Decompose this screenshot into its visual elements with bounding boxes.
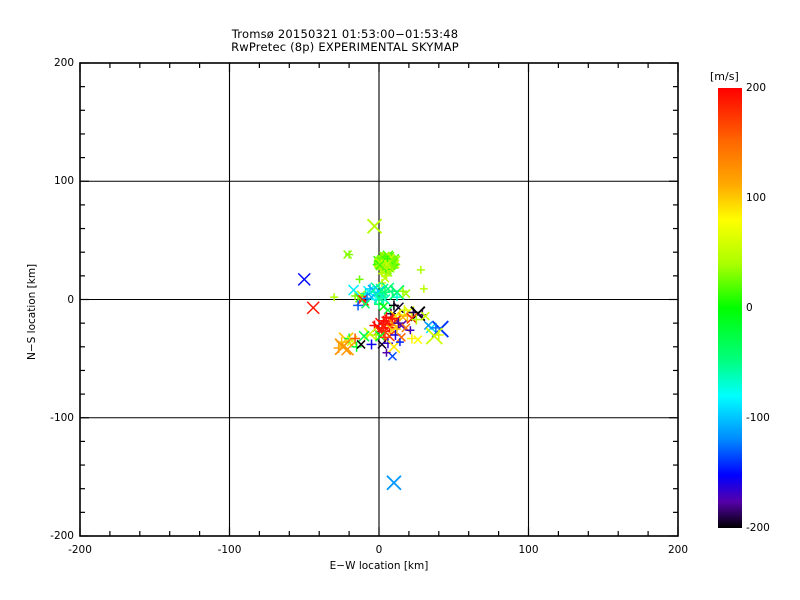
colorbar-tick-label: -100 [746, 412, 770, 424]
colorbar-label: [m/s] [710, 70, 739, 83]
scatter-point [353, 300, 364, 311]
scatter-point [361, 299, 371, 309]
scatter-point [425, 327, 443, 345]
scatter-point [433, 329, 444, 340]
scatter-point [355, 275, 364, 284]
x-tick-label: 100 [518, 544, 539, 556]
chart-title-line1: Tromsø 20150321 01:53:00−01:53:48 [231, 27, 459, 41]
colorbar-tick-label: 0 [746, 302, 753, 314]
x-axis-label: E−W location [km] [329, 560, 429, 572]
scatter-point [333, 342, 344, 353]
scatter-point [392, 325, 401, 334]
scatter-point [406, 333, 417, 344]
y-tick-label: 0 [67, 293, 74, 306]
x-tick-label: 0 [375, 544, 383, 556]
data-points [297, 218, 449, 491]
scatter-point [358, 330, 370, 342]
scatter-point [406, 326, 415, 335]
scatter-point [350, 333, 361, 344]
scatter-point [356, 339, 366, 349]
scatter-point [306, 301, 320, 315]
colorbar-tick-label: -200 [746, 522, 770, 534]
plot-frame [79, 62, 679, 537]
scatter-point [386, 475, 402, 491]
scatter-point [334, 338, 352, 356]
y-tick-label: 100 [53, 175, 74, 188]
scatter-point [401, 289, 411, 299]
scatter-point [420, 311, 430, 321]
scatter-point [377, 339, 387, 349]
scatter-point [366, 218, 383, 234]
scatter-point [402, 311, 413, 322]
y-tick-label: -200 [50, 530, 74, 542]
scatter-point [382, 348, 391, 357]
scatter-point [379, 293, 391, 306]
scatter-point [341, 342, 355, 356]
scatter-point [381, 253, 388, 260]
scatter-point [395, 338, 404, 347]
scatter-point [345, 250, 354, 259]
scatter-point [396, 332, 406, 342]
scatter-point [374, 299, 384, 310]
y-tick-label: -100 [50, 411, 74, 424]
scatter-point [419, 284, 428, 293]
scatter-point [383, 330, 395, 342]
chart-title-line2: RwPretec (8p) EXPERIMENTAL SKYMAP [231, 40, 459, 54]
gridlines [80, 63, 678, 536]
x-tick-label: -100 [217, 544, 242, 556]
scatter-point [423, 320, 433, 331]
scatter-point [392, 302, 404, 314]
scatter-point [378, 326, 389, 337]
scatter-point [374, 330, 387, 342]
colorbar-tick-label: 100 [746, 192, 767, 204]
scatter-point [383, 259, 392, 268]
scatter-point [348, 284, 360, 296]
scatter-point [406, 312, 418, 324]
scatter-point [384, 255, 391, 262]
scatter-point [374, 260, 385, 270]
y-axis-label: N−S location [km] [26, 263, 38, 360]
scatter-point [297, 272, 311, 286]
scatter-point [387, 351, 397, 361]
scatter-point [413, 335, 423, 345]
scatter-point [351, 341, 362, 352]
x-tick-label: 200 [667, 544, 689, 556]
colorbar [718, 88, 742, 528]
scatter-point [416, 265, 425, 274]
scatter-point [392, 293, 401, 302]
colorbar-tick-label: 200 [746, 82, 767, 94]
scatter-point [388, 300, 399, 311]
scatter-point [430, 322, 441, 333]
chart-title: Tromsø 20150321 01:53:00−01:53:48 RwPret… [0, 28, 690, 54]
scatter-point [330, 293, 339, 302]
scatter-point [411, 314, 422, 325]
x-tick-label: -200 [68, 544, 92, 556]
scatter-point [343, 250, 353, 260]
scatter-point [366, 339, 377, 350]
y-tick-label: 200 [53, 57, 74, 69]
